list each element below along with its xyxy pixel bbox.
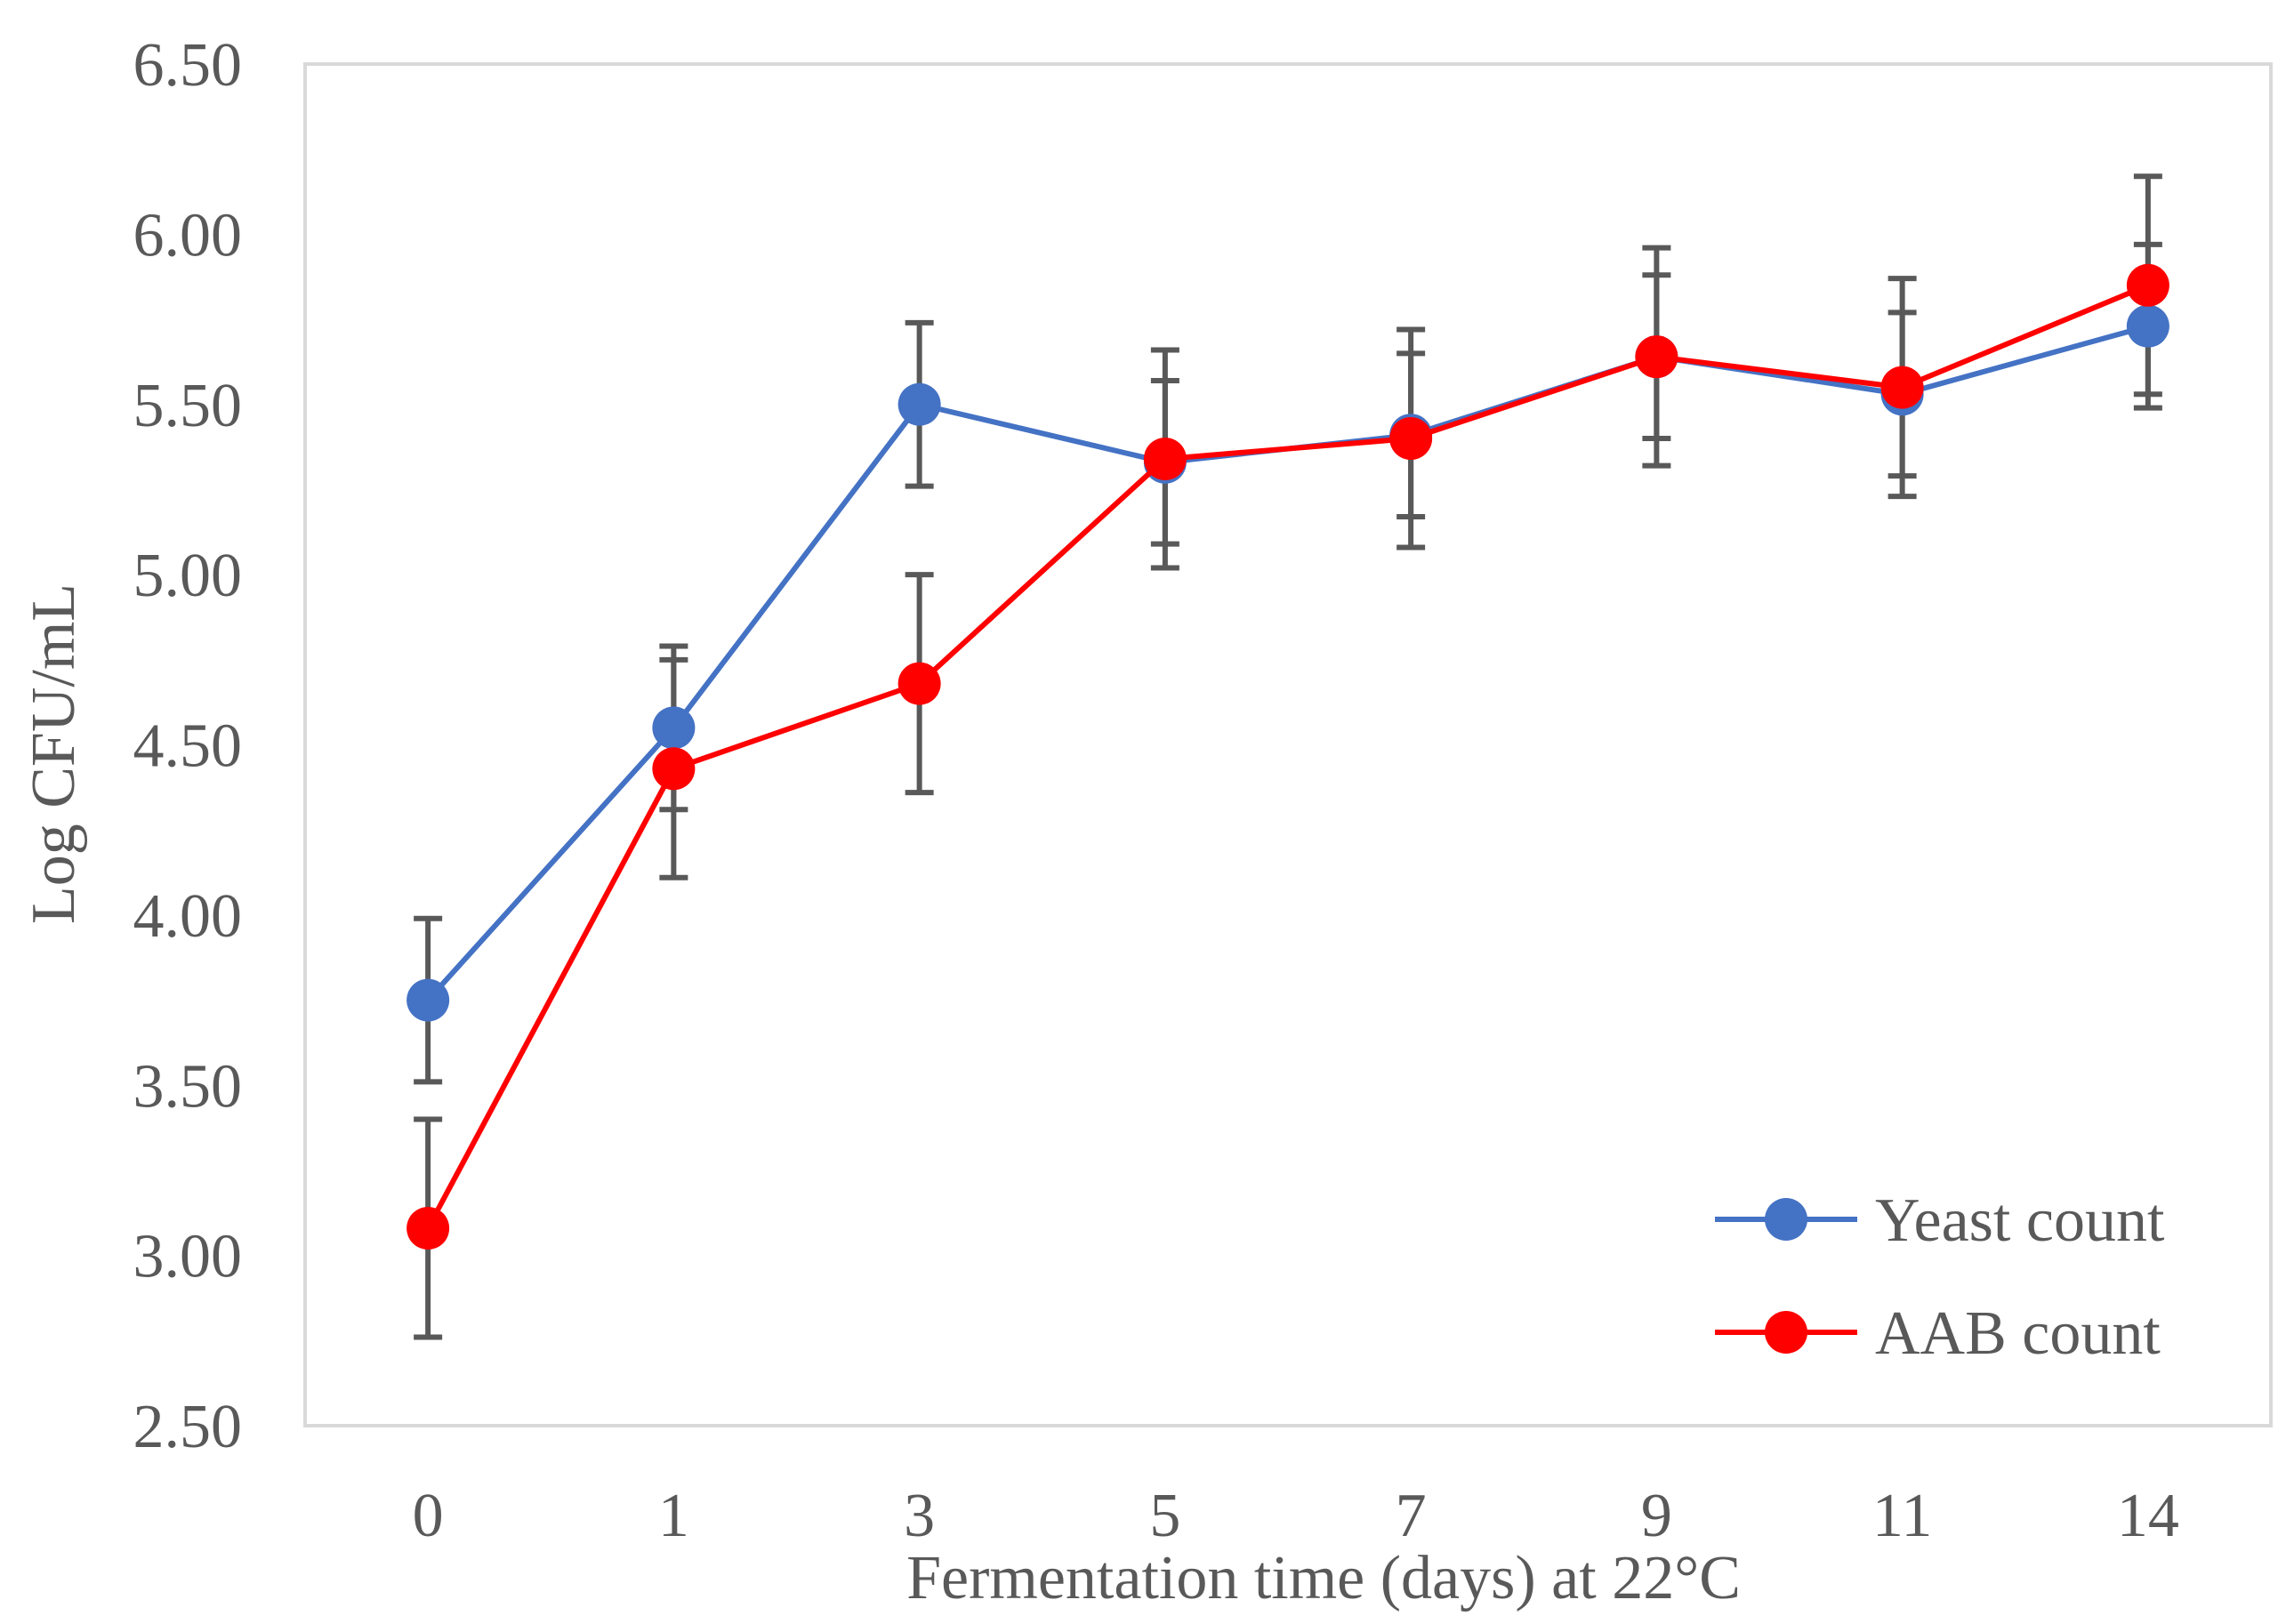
- legend-label: Yeast count: [1875, 1186, 2165, 1255]
- y-tick-label: 5.00: [133, 542, 243, 610]
- series-marks: [406, 263, 2169, 1250]
- data-point: [2126, 304, 2169, 348]
- legend-item: Yeast count: [1715, 1186, 2165, 1255]
- data-point: [652, 706, 696, 750]
- x-axis-label: Fermentation time (days) at 22°C: [906, 1544, 1741, 1612]
- y-tick-label: 6.00: [133, 201, 243, 269]
- data-point: [1143, 437, 1187, 480]
- series-layer: [406, 173, 2169, 1340]
- y-tick-label: 5.50: [133, 372, 243, 440]
- x-tick-label: 3: [904, 1482, 935, 1550]
- x-tick-label: 14: [2117, 1482, 2179, 1550]
- y-tick-label: 6.50: [133, 31, 243, 100]
- legend-marker: [1765, 1311, 1807, 1354]
- legend: Yeast count AAB count: [1715, 1186, 2165, 1368]
- plot-area-frame: [303, 62, 2273, 1427]
- x-tick-label: 11: [1872, 1482, 1932, 1550]
- series-line: [425, 323, 2149, 1002]
- data-point: [1880, 366, 1924, 409]
- y-tick-label: 3.50: [133, 1052, 243, 1121]
- legend-marker: [1765, 1198, 1807, 1241]
- data-point: [406, 978, 450, 1022]
- series-line: [425, 283, 2150, 1230]
- legend-item: AAB count: [1715, 1299, 2161, 1368]
- y-tick-label: 3.00: [133, 1223, 243, 1291]
- y-tick-label: 4.00: [133, 882, 243, 951]
- x-tick-label: 7: [1396, 1482, 1427, 1550]
- x-tick-label: 0: [413, 1482, 444, 1550]
- data-point: [652, 747, 696, 791]
- data-point: [1389, 417, 1433, 461]
- y-tick-labels: 2.50 3.00 3.50 4.00 4.50 5.00 5.50 6.00 6.50: [133, 31, 243, 1461]
- y-axis-label: Log CFU/mL: [20, 583, 88, 924]
- data-point: [897, 662, 941, 705]
- data-point: [897, 382, 941, 426]
- legend-label: AAB count: [1875, 1299, 2161, 1368]
- y-tick-label: 2.50: [133, 1393, 243, 1461]
- x-tick-label: 1: [658, 1482, 689, 1550]
- data-point: [2126, 263, 2169, 307]
- data-point: [1635, 335, 1678, 379]
- x-tick-labels: 0 1 3 5 7 9 11 14: [413, 1482, 2179, 1550]
- x-tick-label: 5: [1149, 1482, 1180, 1550]
- y-tick-label: 4.50: [133, 712, 243, 781]
- x-tick-label: 9: [1641, 1482, 1672, 1550]
- data-point: [406, 1207, 450, 1250]
